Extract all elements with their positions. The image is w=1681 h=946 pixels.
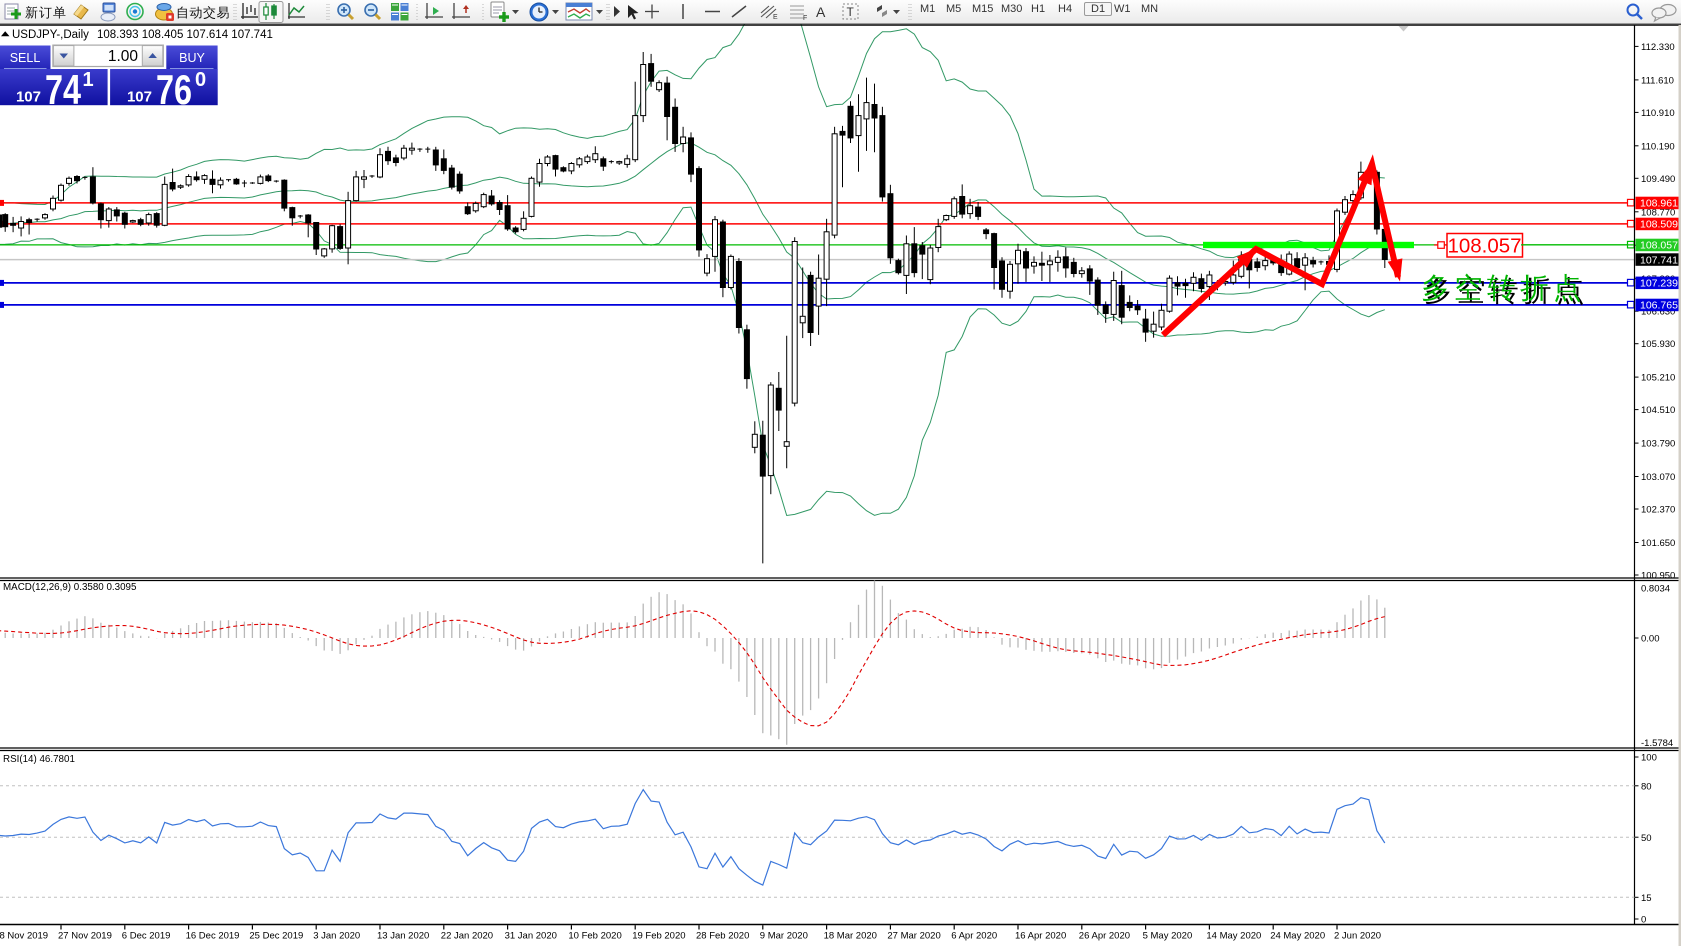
- svg-text:106.630: 106.630: [1641, 307, 1675, 318]
- svg-text:1.00: 1.00: [108, 48, 139, 65]
- svg-text:0.00: 0.00: [1641, 634, 1660, 645]
- svg-text:24 May 2020: 24 May 2020: [1270, 931, 1325, 942]
- svg-text:16 Apr 2020: 16 Apr 2020: [1015, 931, 1066, 942]
- svg-text:22 Jan 2020: 22 Jan 2020: [441, 931, 493, 942]
- svg-text:18 Nov 2019: 18 Nov 2019: [0, 931, 48, 942]
- svg-text:0.8034: 0.8034: [1641, 584, 1670, 595]
- svg-text:2 Jun 2020: 2 Jun 2020: [1334, 931, 1381, 942]
- svg-text:28 Feb 2020: 28 Feb 2020: [696, 931, 749, 942]
- svg-text:74: 74: [45, 66, 81, 113]
- svg-text:6 Dec 2019: 6 Dec 2019: [122, 931, 171, 942]
- svg-text:BUY: BUY: [179, 51, 205, 65]
- svg-text:76: 76: [156, 66, 192, 113]
- svg-text:103.790: 103.790: [1641, 439, 1675, 450]
- svg-text:16 Dec 2019: 16 Dec 2019: [186, 931, 240, 942]
- svg-text:104.510: 104.510: [1641, 405, 1675, 416]
- svg-text:111.610: 111.610: [1641, 75, 1674, 86]
- svg-text:13 Jan 2020: 13 Jan 2020: [377, 931, 429, 942]
- svg-text:6 Apr 2020: 6 Apr 2020: [951, 931, 997, 942]
- svg-text:108.961: 108.961: [1640, 198, 1678, 210]
- svg-text:RSI(14) 46.7801: RSI(14) 46.7801: [3, 754, 75, 765]
- svg-text:0: 0: [195, 69, 206, 91]
- svg-text:100.950: 100.950: [1641, 571, 1675, 582]
- svg-text:110.910: 110.910: [1641, 108, 1675, 119]
- svg-text:108.509: 108.509: [1640, 219, 1678, 231]
- svg-text:25 Dec 2019: 25 Dec 2019: [249, 931, 303, 942]
- svg-text:108.057: 108.057: [1640, 240, 1678, 252]
- svg-text:110.190: 110.190: [1641, 141, 1675, 152]
- svg-text:MACD(12,26,9) 0.3580 0.3095: MACD(12,26,9) 0.3580 0.3095: [3, 582, 137, 593]
- svg-text:19 Feb 2020: 19 Feb 2020: [632, 931, 685, 942]
- svg-text:26 Apr 2020: 26 Apr 2020: [1079, 931, 1130, 942]
- svg-text:27 Nov 2019: 27 Nov 2019: [58, 931, 112, 942]
- svg-text:102.370: 102.370: [1641, 505, 1675, 516]
- svg-text:108.770: 108.770: [1641, 207, 1675, 218]
- svg-text:31 Jan 2020: 31 Jan 2020: [505, 931, 557, 942]
- svg-text:15: 15: [1641, 893, 1652, 904]
- svg-text:9 Mar 2020: 9 Mar 2020: [760, 931, 808, 942]
- svg-text:108.057: 108.057: [1447, 235, 1521, 258]
- svg-text:106.765: 106.765: [1640, 300, 1678, 312]
- svg-text:SELL: SELL: [10, 51, 41, 65]
- svg-text:107.741: 107.741: [1640, 254, 1678, 266]
- svg-text:10 Feb 2020: 10 Feb 2020: [568, 931, 621, 942]
- svg-text:3 Jan 2020: 3 Jan 2020: [313, 931, 360, 942]
- svg-text:80: 80: [1641, 781, 1652, 792]
- svg-text:1: 1: [83, 69, 94, 91]
- svg-text:105.930: 105.930: [1641, 339, 1675, 350]
- svg-text:T: T: [847, 5, 855, 19]
- svg-text:107.239: 107.239: [1640, 278, 1678, 290]
- svg-text:108.393 108.405 107.614 107.74: 108.393 108.405 107.614 107.741: [97, 29, 273, 41]
- svg-text:5 May 2020: 5 May 2020: [1143, 931, 1193, 942]
- svg-text:109.490: 109.490: [1641, 174, 1675, 185]
- svg-text:101.650: 101.650: [1641, 538, 1675, 549]
- svg-text:18 Mar 2020: 18 Mar 2020: [824, 931, 877, 942]
- svg-text:107: 107: [16, 89, 41, 106]
- svg-text:103.070: 103.070: [1641, 472, 1675, 483]
- svg-text:USDJPY-,Daily: USDJPY-,Daily: [12, 29, 89, 41]
- svg-text:A: A: [816, 4, 826, 20]
- svg-text:105.210: 105.210: [1641, 373, 1675, 384]
- svg-text:14 May 2020: 14 May 2020: [1206, 931, 1261, 942]
- svg-text:F: F: [803, 15, 807, 22]
- svg-text:100: 100: [1641, 753, 1657, 764]
- svg-text:0: 0: [1641, 915, 1646, 926]
- svg-text:112.330: 112.330: [1641, 42, 1675, 53]
- svg-text:E: E: [773, 14, 778, 21]
- svg-text:107: 107: [127, 89, 152, 106]
- svg-text:-1.5784: -1.5784: [1641, 738, 1673, 749]
- svg-text:50: 50: [1641, 833, 1652, 844]
- svg-text:27 Mar 2020: 27 Mar 2020: [887, 931, 940, 942]
